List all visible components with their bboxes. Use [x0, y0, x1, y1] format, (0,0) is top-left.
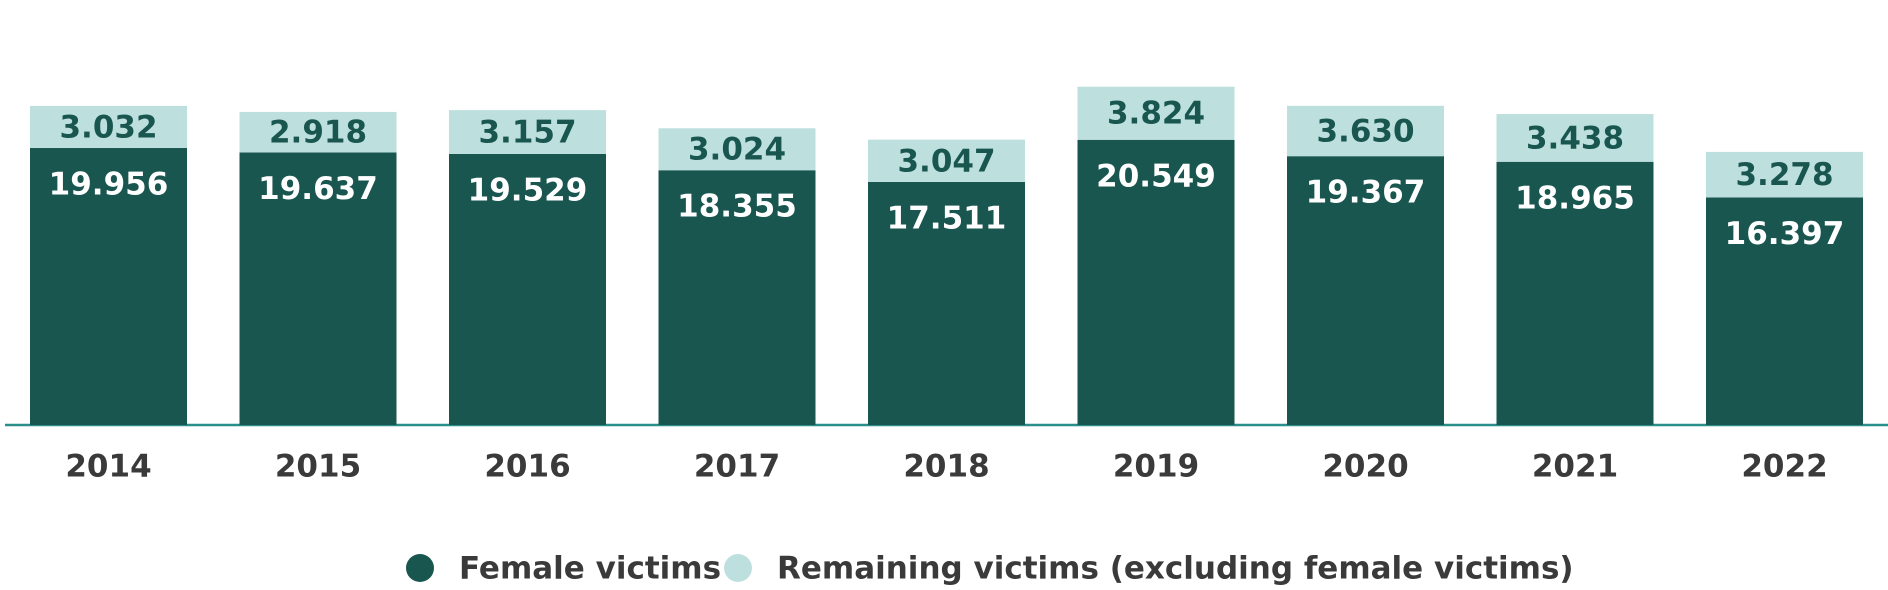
- bar-segment: [1287, 156, 1444, 425]
- legend-swatch: [724, 554, 752, 582]
- x-tick-label: 2020: [1322, 449, 1408, 485]
- x-tick-label: 2014: [65, 449, 151, 485]
- bar-segment: [868, 181, 1025, 425]
- legend-swatch: [406, 554, 434, 582]
- bar-segment: [239, 111, 397, 153]
- bar-segment: [30, 148, 187, 425]
- value-label: 3.824: [1107, 96, 1205, 132]
- value-label: 2.918: [269, 115, 367, 151]
- value-label: 3.024: [688, 132, 786, 168]
- bar-segment: [1496, 161, 1654, 425]
- value-label: 19.956: [49, 167, 169, 203]
- x-tick-label: 2021: [1532, 449, 1618, 485]
- bar-segment: [449, 153, 606, 425]
- bar-segment: [1287, 105, 1444, 157]
- bar-segment: [1706, 151, 1863, 198]
- bar-segment: [1077, 86, 1235, 140]
- bar-segment: [449, 110, 606, 154]
- x-tick-label: 2022: [1741, 449, 1827, 485]
- value-label: 18.355: [677, 189, 797, 225]
- x-tick-label: 2015: [275, 449, 361, 485]
- value-label: 3.157: [478, 115, 576, 151]
- value-label: 19.529: [468, 172, 588, 208]
- bar-segment: [1077, 139, 1235, 425]
- value-label: 17.511: [887, 200, 1007, 236]
- bar-segment: [1496, 114, 1654, 162]
- legend-label: Remaining victims (excluding female vict…: [777, 551, 1574, 587]
- x-tick-label: 2017: [694, 449, 780, 485]
- bar-segment: [30, 105, 187, 149]
- bar-segment: [239, 152, 397, 425]
- value-label: 19.367: [1306, 175, 1426, 211]
- value-label: 3.047: [897, 143, 995, 179]
- value-label: 20.549: [1096, 158, 1216, 194]
- value-label: 16.397: [1725, 216, 1845, 252]
- value-label: 3.032: [59, 109, 157, 145]
- value-label: 3.278: [1735, 157, 1833, 193]
- x-tick-label: 2019: [1113, 449, 1199, 485]
- x-tick-label: 2018: [903, 449, 989, 485]
- bar-segment: [1706, 197, 1863, 425]
- value-label: 18.965: [1515, 180, 1635, 216]
- bar-segment: [658, 128, 816, 171]
- x-tick-label: 2016: [484, 449, 570, 485]
- bar-segment: [658, 170, 816, 425]
- value-label: 19.637: [258, 171, 378, 207]
- bar-segment: [868, 139, 1025, 182]
- value-label: 3.438: [1526, 120, 1624, 156]
- legend-label: Female victims: [459, 551, 721, 587]
- value-label: 3.630: [1316, 113, 1414, 149]
